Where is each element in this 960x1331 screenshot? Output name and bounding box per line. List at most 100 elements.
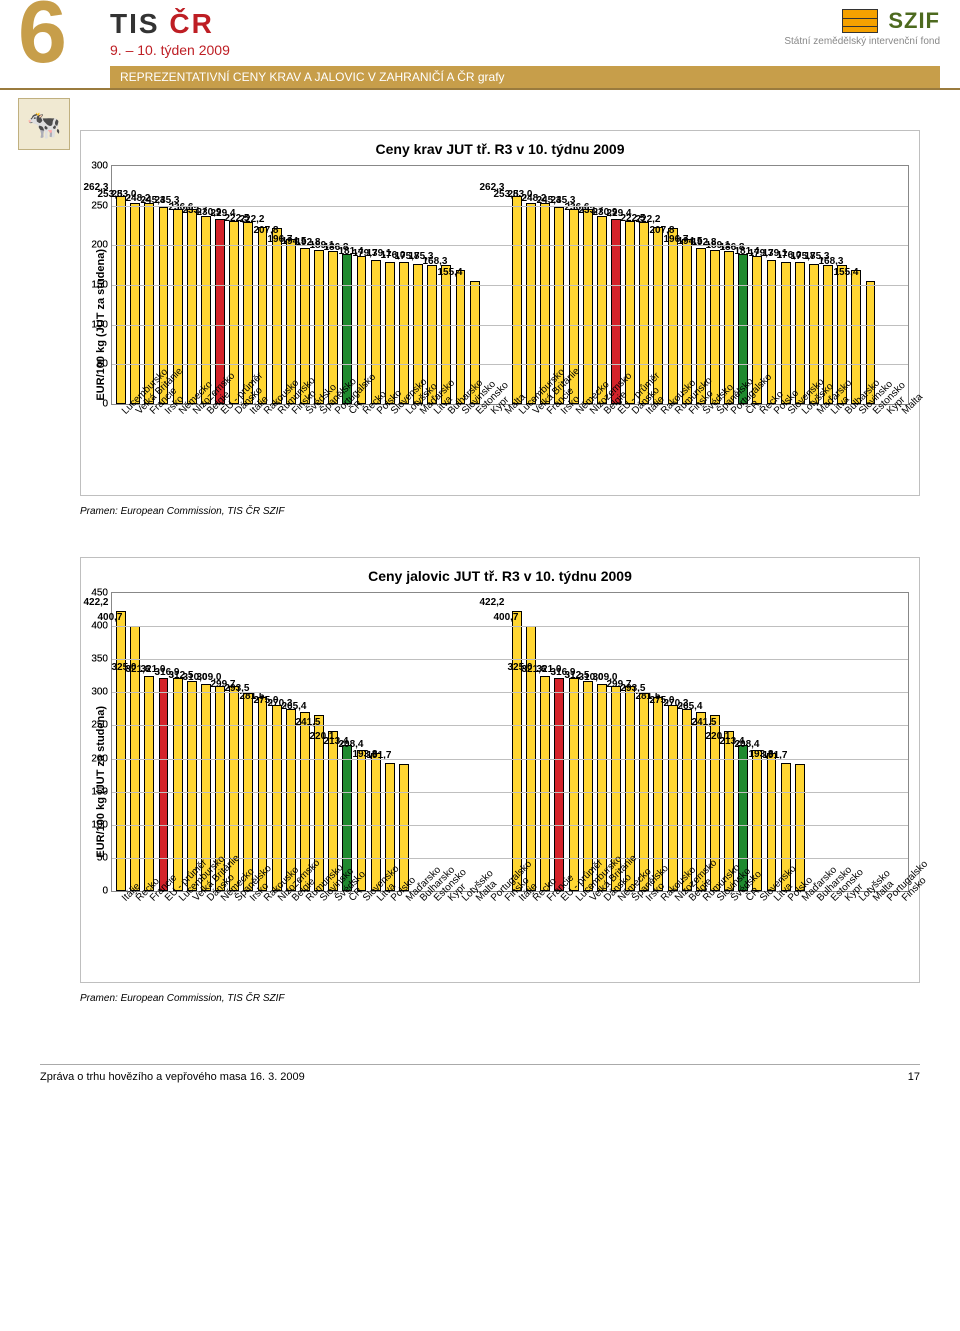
- chart2-bars: 422,2400,7325,0321,6321,0316,9312,5310,0…: [112, 593, 908, 891]
- x-label: Rakousko: [652, 892, 666, 972]
- bar-column: 281,5: [270, 705, 284, 891]
- x-label: Velká Británie: [524, 405, 538, 485]
- x-label: Kypr: [878, 405, 892, 485]
- x-label: Malta: [892, 405, 906, 485]
- bar: 208,4: [767, 753, 777, 891]
- x-label: Rumunsko: [694, 892, 708, 972]
- gridline: [112, 825, 908, 826]
- x-label: Nizozemsko: [666, 892, 680, 972]
- x-label: Švédsko: [694, 405, 708, 485]
- x-label: Portugalsko: [722, 405, 736, 485]
- bar-column: 275,0: [284, 709, 298, 891]
- bar-column: 253,8: [524, 203, 538, 404]
- x-label: Estonsko: [425, 892, 439, 972]
- x-label: Belgie: [680, 892, 694, 972]
- bar: 422,2: [116, 611, 126, 891]
- bar-column: 275,0: [680, 709, 694, 891]
- y-tick: 100: [80, 819, 108, 830]
- bar-column: 208,4: [369, 753, 383, 891]
- x-label: Lucembursko: [510, 405, 524, 485]
- x-label: Estonsko: [822, 892, 836, 972]
- gridline: [112, 659, 908, 660]
- week-label: 9. – 10. týden 2009: [110, 42, 230, 58]
- x-label: Německo: [567, 405, 581, 485]
- x-label: Rumunsko: [269, 405, 283, 485]
- x-label: Itálie: [113, 892, 127, 972]
- x-label: Rakousko: [652, 405, 666, 485]
- bar-column: 192,8: [326, 251, 340, 404]
- gridline: [112, 285, 908, 286]
- x-label: ČR: [340, 892, 354, 972]
- chart1-plot: 262,3253,8253,0248,2245,3245,3236,6233,7…: [111, 165, 909, 485]
- x-label: Kypr: [439, 892, 453, 972]
- x-label: Kypr: [481, 405, 495, 485]
- szif-text: SZIF: [888, 8, 940, 34]
- footer-left: Zpráva o trhu hovězího a vepřového masa …: [40, 1071, 305, 1083]
- x-label: Irsko: [156, 405, 170, 485]
- bar: 316,9: [187, 681, 197, 891]
- x-label: Finsko: [283, 405, 297, 485]
- y-tick: 250: [80, 200, 108, 211]
- page-footer: Zpráva o trhu hovězího a vepřového masa …: [40, 1064, 920, 1083]
- x-label: Litva: [822, 405, 836, 485]
- x-label: Belgie: [198, 405, 212, 485]
- bar: 316,9: [583, 681, 593, 891]
- x-label: Bulharsko: [411, 892, 425, 972]
- bar-column: 179,1: [397, 262, 411, 404]
- x-label: Portugalsko: [481, 892, 495, 972]
- x-label: Slovinsko: [708, 892, 722, 972]
- bar-value-label: 168,3: [423, 256, 448, 267]
- bar-value-label: 155,4: [437, 267, 462, 278]
- x-label: Malta: [864, 892, 878, 972]
- bar: 253,0: [144, 203, 154, 404]
- x-label: Španělsko: [226, 892, 240, 972]
- bar: 192,8: [724, 251, 734, 404]
- bar: 281,5: [272, 705, 282, 891]
- szif-subtitle: Státní zemědělský intervenční fond: [784, 36, 940, 47]
- y-tick: 300: [80, 687, 108, 698]
- x-label: Estonsko: [864, 405, 878, 485]
- x-label: Dánsko: [198, 892, 212, 972]
- x-label: Bulharsko: [439, 405, 453, 485]
- x-label: Irsko: [241, 892, 255, 972]
- y-tick: 400: [80, 621, 108, 632]
- x-label: Španělsko: [623, 892, 637, 972]
- chart2-title: Ceny jalovic JUT tř. R3 v 10. týdnu 2009: [91, 568, 909, 584]
- y-tick: 200: [80, 753, 108, 764]
- x-label: Slovensko: [779, 405, 793, 485]
- x-label: Malta: [496, 405, 510, 485]
- bar: 321,0: [569, 678, 579, 891]
- y-tick: 50: [80, 852, 108, 863]
- chart2-grid: 422,2400,7325,0321,6321,0316,9312,5310,0…: [111, 592, 909, 892]
- y-tick: 0: [80, 399, 108, 410]
- chart-jalovic: Ceny jalovic JUT tř. R3 v 10. týdnu 2009…: [80, 557, 920, 983]
- y-tick: 350: [80, 654, 108, 665]
- bar: 208,4: [371, 753, 381, 891]
- x-label: Finsko: [680, 405, 694, 485]
- x-label: Polsko: [382, 892, 396, 972]
- x-label: Velká Británie: [581, 892, 595, 972]
- x-label: Nizozemsko: [184, 405, 198, 485]
- bar-column: 179,1: [793, 262, 807, 404]
- bar: 253,8: [130, 203, 140, 404]
- x-label: Slovinsko: [453, 405, 467, 485]
- x-label: Švédsko: [297, 405, 311, 485]
- bar-column: 262,3: [114, 196, 128, 404]
- bar: 245,3: [187, 209, 197, 404]
- x-label: Polsko: [779, 892, 793, 972]
- x-label: Řecko: [751, 405, 765, 485]
- bar-column: 179,3: [383, 262, 397, 404]
- chart2-source: Pramen: European Commission, TIS ČR SZIF: [80, 993, 960, 1004]
- y-tick: 100: [80, 319, 108, 330]
- bar-column: 281,5: [665, 705, 679, 891]
- x-label: Malta: [467, 892, 481, 972]
- x-label: Irsko: [637, 892, 651, 972]
- x-label: Rakousko: [255, 892, 269, 972]
- brand-tis: TIS: [110, 8, 160, 39]
- x-label: Maďarsko: [411, 405, 425, 485]
- x-label: Řecko: [354, 405, 368, 485]
- x-label: Španělsko: [311, 405, 325, 485]
- x-label: Švédsko: [722, 892, 736, 972]
- x-label: Německo: [609, 892, 623, 972]
- bar: 222,2: [668, 228, 678, 404]
